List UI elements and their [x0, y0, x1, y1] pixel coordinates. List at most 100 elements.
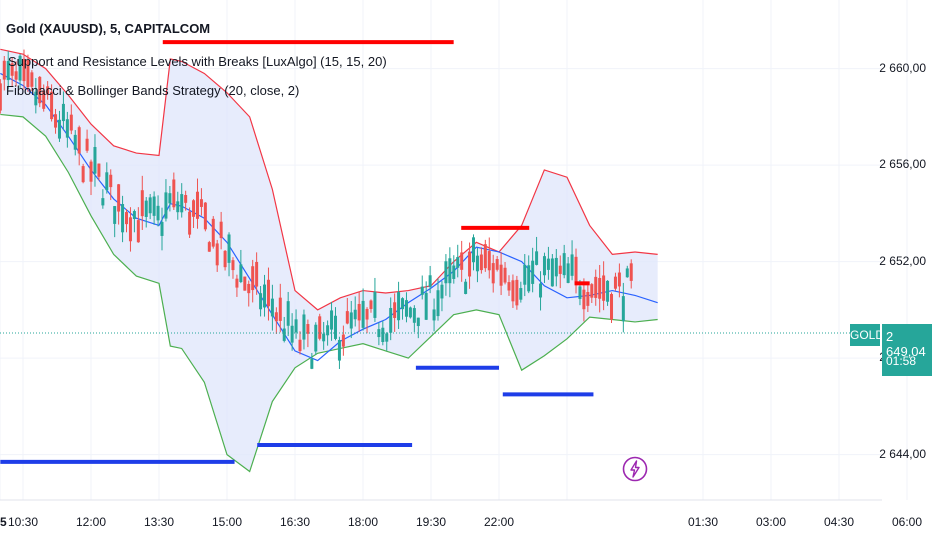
indicator-legend-sr-levels[interactable]: Support and Resistance Levels with Break… — [8, 54, 387, 69]
candle — [598, 277, 602, 299]
candle — [38, 76, 42, 104]
candle — [164, 192, 168, 219]
candle — [57, 119, 61, 139]
candle — [101, 198, 105, 206]
candle — [349, 312, 353, 329]
time-tick-label: 19:30 — [415, 515, 447, 529]
candle — [594, 276, 598, 298]
candle — [77, 127, 81, 154]
candle — [570, 254, 574, 276]
candle — [255, 261, 259, 287]
candle — [259, 293, 263, 310]
candle — [294, 319, 298, 333]
candle — [546, 258, 550, 270]
price-tick-label: 2 652,00 — [879, 253, 926, 268]
candle — [26, 60, 30, 88]
candle — [160, 221, 164, 236]
candle — [172, 179, 176, 208]
candle — [6, 61, 10, 81]
indicator-legend-fib-bollinger[interactable]: Fibonacci & Bollinger Bands Strategy (20… — [6, 83, 300, 98]
candle — [519, 288, 523, 300]
candle — [610, 294, 614, 320]
candle — [282, 328, 286, 341]
candle — [144, 200, 148, 217]
price-tick-label: 2 644,00 — [879, 446, 926, 461]
candle — [436, 290, 440, 317]
candle — [227, 234, 231, 263]
time-tick-label: 16:30 — [279, 515, 311, 529]
candle — [113, 206, 117, 224]
candle — [223, 250, 227, 268]
candle — [456, 257, 460, 268]
candle — [85, 138, 89, 151]
candle — [318, 316, 322, 339]
candle — [69, 114, 73, 131]
candle — [290, 325, 294, 343]
candle — [404, 300, 408, 317]
series-upper-band — [0, 48, 658, 311]
candle — [361, 300, 365, 328]
candle — [2, 60, 6, 80]
candle — [140, 190, 144, 217]
candle — [401, 298, 405, 310]
candle — [582, 289, 586, 310]
candle — [483, 244, 487, 269]
candle — [42, 90, 46, 109]
candle — [353, 309, 357, 320]
candle — [54, 114, 58, 128]
candle — [93, 146, 97, 174]
candle — [341, 334, 345, 347]
candle — [507, 282, 511, 291]
candle — [61, 103, 65, 122]
symbol-legend[interactable]: Gold (XAUUSD), 5, CAPITALCOM — [6, 21, 211, 36]
time-tick-label: 13:30 — [143, 515, 175, 529]
candle — [590, 284, 594, 298]
candle — [558, 265, 562, 274]
candle — [65, 119, 69, 138]
candle — [247, 283, 251, 294]
candle — [203, 202, 207, 230]
candle — [298, 339, 302, 352]
candle — [460, 252, 464, 270]
candle — [613, 276, 617, 289]
candle — [211, 218, 215, 247]
candle — [424, 292, 428, 320]
time-tick-label: 15:00 — [211, 515, 243, 529]
candle — [621, 296, 625, 322]
candle — [503, 267, 507, 283]
candle — [535, 251, 539, 265]
candle — [278, 297, 282, 321]
candle — [73, 134, 77, 150]
candle — [578, 286, 582, 299]
candle — [531, 260, 535, 284]
candle — [195, 191, 199, 219]
candle — [440, 284, 444, 299]
candle — [263, 284, 267, 308]
candle — [475, 255, 479, 272]
last-price-value: 2 649,04 — [886, 329, 926, 359]
candle — [629, 263, 633, 281]
candle — [314, 324, 318, 352]
candle — [46, 86, 50, 95]
candle — [117, 184, 121, 212]
time-tick-label: 15 — [0, 515, 7, 529]
candle — [452, 265, 456, 279]
candle — [499, 264, 503, 286]
candle — [180, 194, 184, 213]
candle — [14, 71, 18, 80]
candle — [274, 312, 278, 322]
candle — [345, 311, 349, 324]
candle — [168, 193, 172, 204]
candle — [408, 307, 412, 318]
candle — [50, 91, 54, 120]
candle — [30, 72, 34, 87]
lightning-icon[interactable] — [622, 456, 648, 482]
candle — [97, 163, 101, 177]
candle — [128, 217, 132, 242]
candle — [448, 258, 452, 284]
candle — [322, 333, 326, 342]
candle — [235, 278, 239, 288]
time-tick-label: 22:00 — [483, 515, 515, 529]
bar-countdown: 01:58 — [886, 354, 917, 368]
